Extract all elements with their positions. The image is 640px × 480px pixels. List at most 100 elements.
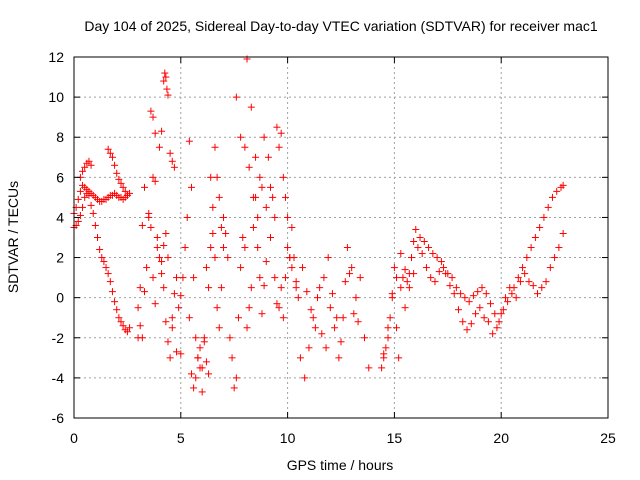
data-point: [158, 258, 166, 266]
data-point: [207, 173, 215, 181]
data-point: [177, 350, 185, 358]
data-point: [529, 282, 537, 290]
data-point: [457, 290, 465, 298]
data-point: [407, 254, 415, 262]
data-point: [446, 282, 454, 290]
data-point: [117, 318, 125, 326]
data-point: [190, 384, 198, 392]
data-point: [484, 318, 492, 326]
grid: [74, 57, 608, 418]
data-point: [98, 254, 106, 262]
x-tick-label: 20: [493, 430, 509, 446]
axis-ticks: 0 5 10 15 20 25 -6 -4 -2 0 2 4 6 8 10 12: [48, 49, 616, 446]
data-point: [384, 324, 392, 332]
data-point: [386, 314, 394, 322]
data-point: [525, 278, 533, 286]
data-point: [200, 338, 208, 346]
data-point: [256, 274, 264, 282]
data-point: [164, 91, 172, 99]
data-point: [301, 374, 309, 382]
data-point: [331, 324, 339, 332]
data-point: [307, 306, 315, 314]
data-point: [166, 354, 174, 362]
data-point: [559, 181, 567, 189]
data-point: [108, 288, 116, 296]
data-point: [384, 334, 392, 342]
data-point: [296, 354, 304, 362]
data-point: [136, 284, 144, 292]
data-point: [341, 278, 349, 286]
data-point: [463, 326, 471, 334]
data-point: [299, 264, 307, 272]
data-point: [140, 183, 148, 191]
data-point: [534, 290, 542, 298]
data-point: [339, 314, 347, 322]
data-point: [267, 183, 275, 191]
data-point: [360, 334, 368, 342]
data-point: [119, 183, 127, 191]
data-point: [187, 183, 195, 191]
data-point: [239, 234, 247, 241]
data-point: [232, 374, 240, 382]
x-tick-label: 5: [177, 430, 185, 446]
data-point: [224, 254, 232, 262]
data-point: [397, 250, 405, 258]
data-point: [162, 73, 170, 81]
data-point: [414, 244, 422, 252]
data-point: [134, 334, 142, 342]
data-point: [403, 278, 411, 286]
data-point: [478, 284, 486, 292]
data-point: [190, 274, 198, 282]
data-point: [553, 187, 561, 195]
data-point: [254, 213, 262, 221]
data-point: [194, 354, 202, 362]
data-point: [211, 143, 219, 151]
data-point: [448, 274, 456, 282]
data-point: [393, 274, 401, 282]
data-point: [207, 244, 215, 252]
data-point: [93, 234, 101, 241]
data-point: [489, 330, 497, 338]
data-point: [217, 223, 225, 231]
data-point: [170, 163, 178, 171]
data-point: [215, 324, 223, 332]
data-point: [168, 324, 176, 332]
data-point: [151, 129, 159, 137]
data-point: [140, 288, 148, 296]
data-point: [149, 173, 157, 181]
data-point: [275, 143, 283, 151]
data-point: [256, 173, 264, 181]
data-point: [85, 157, 93, 165]
data-point: [187, 370, 195, 378]
data-point: [262, 203, 270, 211]
data-point: [284, 244, 292, 252]
data-point: [226, 334, 234, 342]
data-point: [160, 284, 168, 292]
data-point: [309, 314, 317, 322]
x-tick-label: 0: [70, 430, 78, 446]
data-point: [241, 244, 249, 252]
data-point: [401, 266, 409, 274]
data-point: [249, 223, 257, 231]
data-point: [437, 258, 445, 266]
data-point: [348, 264, 356, 272]
data-point: [247, 103, 255, 111]
data-point: [425, 244, 433, 252]
data-point: [115, 314, 123, 322]
data-point: [123, 191, 131, 199]
x-tick-label: 10: [280, 430, 296, 446]
data-point: [147, 223, 155, 231]
data-point: [76, 211, 84, 219]
data-point: [258, 310, 266, 318]
data-point: [440, 264, 448, 272]
y-tick-label: -2: [52, 330, 65, 346]
data-point: [220, 213, 228, 221]
data-markers: [70, 55, 567, 396]
data-point: [260, 282, 268, 290]
plot-frame: [73, 56, 609, 419]
data-point: [273, 123, 281, 131]
y-tick-label: 6: [56, 169, 64, 185]
data-point: [318, 330, 326, 338]
data-point: [222, 229, 230, 237]
